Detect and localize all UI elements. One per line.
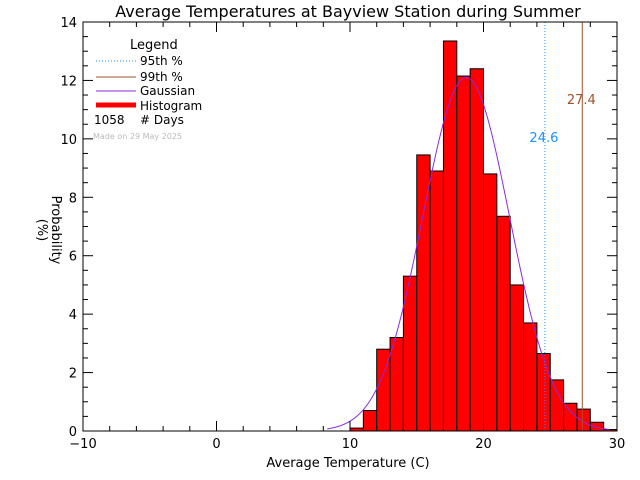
legend-label-99th: 99th % bbox=[140, 70, 183, 84]
histogram-bar bbox=[416, 154, 431, 432]
x-tick-label: 30 bbox=[609, 437, 626, 452]
gaussian-curve-group bbox=[327, 77, 610, 430]
histogram-bar bbox=[563, 402, 578, 432]
legend-title: Legend bbox=[130, 38, 178, 53]
y-tick-label: 8 bbox=[69, 191, 77, 206]
histogram-bar bbox=[456, 75, 471, 432]
y-tick-label: 10 bbox=[60, 133, 77, 148]
histogram-bar bbox=[549, 379, 565, 432]
watermark-text: Made on 29 May 2025 bbox=[93, 132, 182, 141]
histogram-bar bbox=[536, 353, 551, 432]
y-tick-label: 6 bbox=[69, 250, 77, 265]
histogram-bar bbox=[589, 421, 605, 432]
y-axis-unit: (%) bbox=[34, 219, 49, 242]
histogram-bar bbox=[576, 408, 591, 432]
chart-title: Average Temperatures at Bayview Station … bbox=[115, 2, 581, 21]
percentile-lines: 24.6 27.4 bbox=[529, 22, 596, 431]
histogram-bar bbox=[496, 215, 511, 432]
x-tick-label: 0 bbox=[212, 437, 220, 452]
histogram-bar bbox=[523, 322, 538, 432]
y-tick-label: 14 bbox=[60, 16, 77, 31]
histogram-bar bbox=[389, 337, 404, 432]
axes bbox=[82, 21, 618, 432]
legend-count-label: # Days bbox=[140, 113, 184, 127]
x-axis-label: Average Temperature (C) bbox=[266, 456, 429, 471]
legend-label-95th: 95th % bbox=[140, 54, 183, 68]
y-axis-label: Probability bbox=[48, 196, 63, 265]
gaussian-curve bbox=[327, 77, 610, 430]
x-tick-label: 10 bbox=[342, 437, 359, 452]
y-axis-unit-group: (%) bbox=[34, 219, 49, 242]
legend: Legend 95th % 99th % Gaussian Histogram … bbox=[93, 38, 202, 141]
histogram-bars bbox=[349, 40, 618, 432]
legend-label-histogram: Histogram bbox=[140, 99, 202, 113]
x-tick-label: 20 bbox=[475, 437, 492, 452]
y-axis-label-group: Probability bbox=[48, 196, 63, 265]
histogram-bar bbox=[362, 410, 378, 432]
y-tick-label: 2 bbox=[69, 367, 77, 382]
y-tick-label: 0 bbox=[69, 425, 77, 440]
x-tick-label: −10 bbox=[69, 437, 96, 452]
percentile-label-95th: 24.6 bbox=[529, 131, 558, 146]
histogram-bar bbox=[429, 170, 444, 432]
percentile-label-99th: 27.4 bbox=[567, 93, 596, 108]
legend-count-value: 1058 bbox=[94, 113, 125, 127]
y-tick-label: 4 bbox=[69, 308, 77, 323]
histogram-bar bbox=[469, 68, 484, 432]
y-tick-label: 12 bbox=[60, 74, 77, 89]
histogram-bar bbox=[509, 284, 525, 432]
histogram-bar bbox=[483, 173, 498, 432]
legend-label-gaussian: Gaussian bbox=[140, 84, 195, 98]
